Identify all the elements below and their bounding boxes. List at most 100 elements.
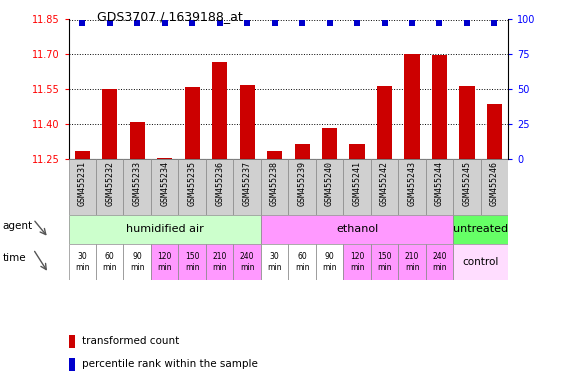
Text: 60
min: 60 min bbox=[295, 252, 309, 272]
Bar bbox=[426, 244, 453, 280]
Bar bbox=[123, 159, 151, 215]
Bar bbox=[206, 159, 234, 215]
Text: GSM455231: GSM455231 bbox=[78, 161, 87, 206]
Bar bbox=[453, 159, 481, 215]
Text: 30
min: 30 min bbox=[267, 252, 282, 272]
Text: control: control bbox=[463, 257, 499, 267]
Text: GSM455234: GSM455234 bbox=[160, 161, 169, 206]
Text: humidified air: humidified air bbox=[126, 224, 204, 235]
Text: 240
min: 240 min bbox=[432, 252, 447, 272]
Bar bbox=[349, 144, 365, 159]
Bar bbox=[102, 89, 117, 159]
Text: GDS3707 / 1639188_at: GDS3707 / 1639188_at bbox=[97, 10, 243, 23]
Bar bbox=[178, 159, 206, 215]
Point bbox=[463, 20, 472, 26]
Bar bbox=[481, 159, 508, 215]
Bar bbox=[234, 159, 261, 215]
Text: time: time bbox=[3, 253, 26, 263]
Text: ethanol: ethanol bbox=[336, 224, 378, 235]
Bar bbox=[460, 86, 475, 159]
Text: GSM455238: GSM455238 bbox=[270, 161, 279, 206]
Bar bbox=[316, 244, 343, 280]
Bar bbox=[295, 144, 309, 159]
Bar bbox=[288, 244, 316, 280]
Bar bbox=[343, 159, 371, 215]
Point bbox=[270, 20, 279, 26]
Text: 120
min: 120 min bbox=[158, 252, 172, 272]
Text: GSM455237: GSM455237 bbox=[243, 161, 252, 206]
Bar bbox=[234, 244, 261, 280]
Text: percentile rank within the sample: percentile rank within the sample bbox=[82, 359, 258, 369]
Text: 30
min: 30 min bbox=[75, 252, 90, 272]
Bar bbox=[151, 159, 178, 215]
Text: GSM455246: GSM455246 bbox=[490, 161, 499, 206]
Bar bbox=[69, 215, 261, 244]
Text: GSM455236: GSM455236 bbox=[215, 161, 224, 206]
Text: 150
min: 150 min bbox=[185, 252, 199, 272]
Point bbox=[297, 20, 307, 26]
Text: untreated: untreated bbox=[453, 224, 508, 235]
Bar bbox=[316, 159, 343, 215]
Bar bbox=[123, 244, 151, 280]
Text: 210
min: 210 min bbox=[212, 252, 227, 272]
Bar bbox=[178, 244, 206, 280]
Bar bbox=[453, 215, 508, 244]
Point bbox=[435, 20, 444, 26]
Text: 90
min: 90 min bbox=[322, 252, 337, 272]
Text: GSM455240: GSM455240 bbox=[325, 161, 334, 206]
Bar bbox=[261, 244, 288, 280]
Point bbox=[490, 20, 499, 26]
Point bbox=[352, 20, 361, 26]
Text: transformed count: transformed count bbox=[82, 336, 179, 346]
Text: 90
min: 90 min bbox=[130, 252, 144, 272]
Text: GSM455235: GSM455235 bbox=[188, 161, 196, 206]
Bar bbox=[212, 63, 227, 159]
Bar bbox=[404, 54, 420, 159]
Point bbox=[243, 20, 252, 26]
Bar bbox=[75, 151, 90, 159]
Bar bbox=[371, 159, 399, 215]
Bar bbox=[432, 55, 447, 159]
Bar bbox=[426, 159, 453, 215]
Bar bbox=[184, 87, 200, 159]
Bar bbox=[453, 244, 508, 280]
Bar bbox=[206, 244, 234, 280]
Point bbox=[105, 20, 114, 26]
Point bbox=[78, 20, 87, 26]
Point bbox=[380, 20, 389, 26]
Bar bbox=[267, 151, 282, 159]
Bar bbox=[399, 159, 426, 215]
Bar bbox=[343, 244, 371, 280]
Bar bbox=[371, 244, 399, 280]
Point bbox=[160, 20, 169, 26]
Text: GSM455242: GSM455242 bbox=[380, 161, 389, 206]
Bar bbox=[487, 104, 502, 159]
Point bbox=[132, 20, 142, 26]
Text: GSM455233: GSM455233 bbox=[132, 161, 142, 206]
Bar bbox=[261, 215, 453, 244]
Bar bbox=[69, 358, 75, 371]
Bar bbox=[96, 159, 123, 215]
Text: GSM455232: GSM455232 bbox=[105, 161, 114, 206]
Text: 150
min: 150 min bbox=[377, 252, 392, 272]
Text: GSM455243: GSM455243 bbox=[408, 161, 416, 206]
Text: 60
min: 60 min bbox=[102, 252, 117, 272]
Text: 120
min: 120 min bbox=[350, 252, 364, 272]
Bar bbox=[261, 159, 288, 215]
Point bbox=[215, 20, 224, 26]
Text: GSM455244: GSM455244 bbox=[435, 161, 444, 206]
Bar bbox=[240, 84, 255, 159]
Text: GSM455239: GSM455239 bbox=[297, 161, 307, 206]
Bar bbox=[69, 244, 96, 280]
Bar bbox=[322, 128, 337, 159]
Text: 210
min: 210 min bbox=[405, 252, 419, 272]
Text: GSM455241: GSM455241 bbox=[352, 161, 361, 206]
Bar bbox=[130, 122, 145, 159]
Bar bbox=[69, 159, 96, 215]
Text: GSM455245: GSM455245 bbox=[463, 161, 472, 206]
Bar bbox=[377, 86, 392, 159]
Bar bbox=[288, 159, 316, 215]
Point bbox=[325, 20, 334, 26]
Text: agent: agent bbox=[3, 220, 33, 231]
Bar bbox=[151, 244, 178, 280]
